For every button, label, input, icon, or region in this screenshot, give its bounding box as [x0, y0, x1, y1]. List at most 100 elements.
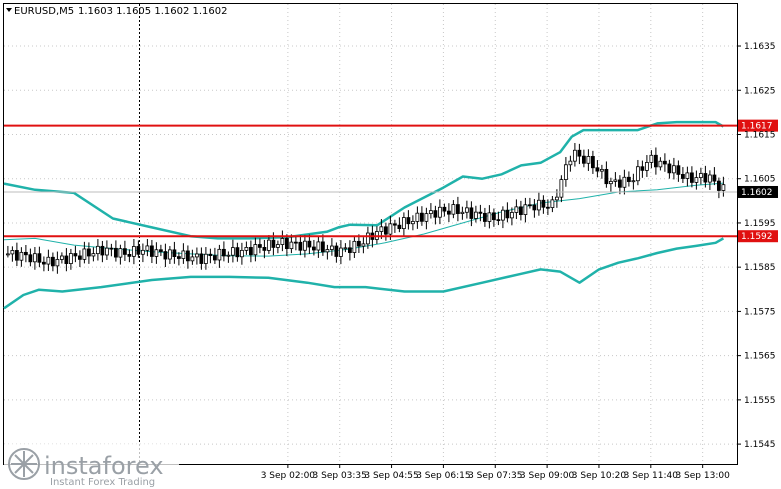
- candle-body: [217, 248, 222, 261]
- y-tick-label: 1.1545: [744, 440, 776, 450]
- candle-body: [23, 251, 28, 256]
- candle-body: [550, 199, 555, 209]
- candle-body: [185, 250, 190, 262]
- candle-body: [658, 160, 663, 168]
- level-label-bg: [738, 230, 778, 243]
- y-tick-label: 1.1575: [744, 307, 776, 317]
- x-tick-label: 3 Sep 06:15: [416, 471, 470, 481]
- candle-body: [433, 210, 438, 218]
- candle-body: [289, 241, 294, 250]
- candle-body: [352, 240, 357, 253]
- candle-body: [154, 249, 159, 257]
- candle-body: [329, 245, 334, 250]
- candle-body: [563, 164, 568, 180]
- candle-body: [104, 247, 109, 256]
- candle-body: [446, 210, 451, 215]
- chart-header: EURUSD,M5 1.1603 1.1605 1.1602 1.1602: [6, 6, 228, 17]
- candle-body: [662, 160, 667, 165]
- candle-body: [118, 248, 123, 258]
- candle-body: [293, 241, 298, 244]
- candle-body: [716, 180, 721, 191]
- candle-body: [163, 251, 168, 260]
- candle-body: [428, 210, 433, 215]
- candle-body: [415, 212, 420, 222]
- y-tick-label: 1.1585: [744, 263, 776, 273]
- candle-body: [77, 255, 82, 260]
- candle-body: [167, 249, 172, 260]
- candle-body: [122, 248, 127, 255]
- candle-body: [545, 206, 550, 209]
- candle-body: [595, 167, 600, 172]
- candle-body: [239, 249, 244, 258]
- candle-body: [392, 223, 397, 226]
- candle-body: [442, 206, 447, 212]
- candle-body: [608, 181, 613, 185]
- candle-body: [509, 212, 514, 219]
- candle-body: [203, 253, 208, 264]
- candle-body: [671, 165, 676, 174]
- candle-body: [257, 244, 262, 248]
- candle-body: [505, 209, 510, 219]
- candle-body: [127, 254, 132, 257]
- level-label: 1.1592: [741, 232, 773, 242]
- candle-body: [361, 243, 366, 247]
- candle-body: [302, 240, 307, 251]
- candle-body: [158, 249, 163, 252]
- candle-body: [46, 256, 51, 265]
- candle-body: [307, 240, 312, 248]
- candle-body: [464, 207, 469, 213]
- candle-body: [487, 212, 492, 222]
- candle-body: [581, 155, 586, 164]
- candle-body: [653, 154, 658, 168]
- x-tick-label: 3 Sep 03:35: [313, 471, 367, 481]
- candle-body: [131, 246, 136, 257]
- candle-body: [523, 204, 528, 215]
- candle-body: [577, 149, 582, 157]
- candle-body: [334, 245, 339, 257]
- candle-body: [554, 196, 559, 201]
- candle-body: [32, 253, 37, 263]
- candle-body: [478, 211, 483, 214]
- candle-body: [208, 253, 213, 256]
- lower-band-line: [3, 237, 725, 310]
- candle-body: [275, 244, 280, 248]
- y-tick-label: 1.1615: [744, 130, 776, 140]
- instaforex-logo: instaforex Instant Forex Trading: [4, 444, 179, 488]
- current-price-label-bg: [738, 185, 778, 198]
- candle-body: [14, 250, 19, 261]
- dropdown-triangle-icon[interactable]: [6, 8, 12, 12]
- candle-body: [617, 179, 622, 188]
- candle-body: [410, 221, 415, 225]
- candle-body: [473, 211, 478, 219]
- candle-body: [181, 250, 186, 259]
- level-label-bg: [738, 119, 778, 132]
- candle-body: [10, 250, 15, 255]
- candle-body: [221, 248, 226, 257]
- candle-body: [235, 247, 240, 258]
- candle-body: [379, 226, 384, 232]
- candle-body: [536, 199, 541, 211]
- candle-body: [685, 172, 690, 179]
- candle-body: [59, 255, 64, 260]
- candle-body: [397, 224, 402, 230]
- logo-brand: instaforex: [44, 452, 164, 480]
- candle-body: [28, 254, 33, 263]
- candle-body: [280, 238, 285, 245]
- candle-body: [55, 259, 60, 267]
- y-tick-label: 1.1605: [744, 175, 776, 185]
- candle-body: [140, 249, 145, 255]
- candle-body: [365, 232, 370, 245]
- candle-body: [703, 173, 708, 183]
- candle-body: [347, 247, 352, 253]
- candle-body: [568, 160, 573, 166]
- candle-body: [5, 253, 10, 256]
- candle-body: [590, 156, 595, 169]
- candle-body: [401, 217, 406, 230]
- candle-body: [37, 253, 42, 263]
- candle-body: [667, 163, 672, 174]
- candle-body: [68, 253, 73, 264]
- x-tick-label: 3 Sep 09:00: [520, 471, 575, 481]
- candle-body: [460, 211, 465, 214]
- candle-body: [320, 241, 325, 253]
